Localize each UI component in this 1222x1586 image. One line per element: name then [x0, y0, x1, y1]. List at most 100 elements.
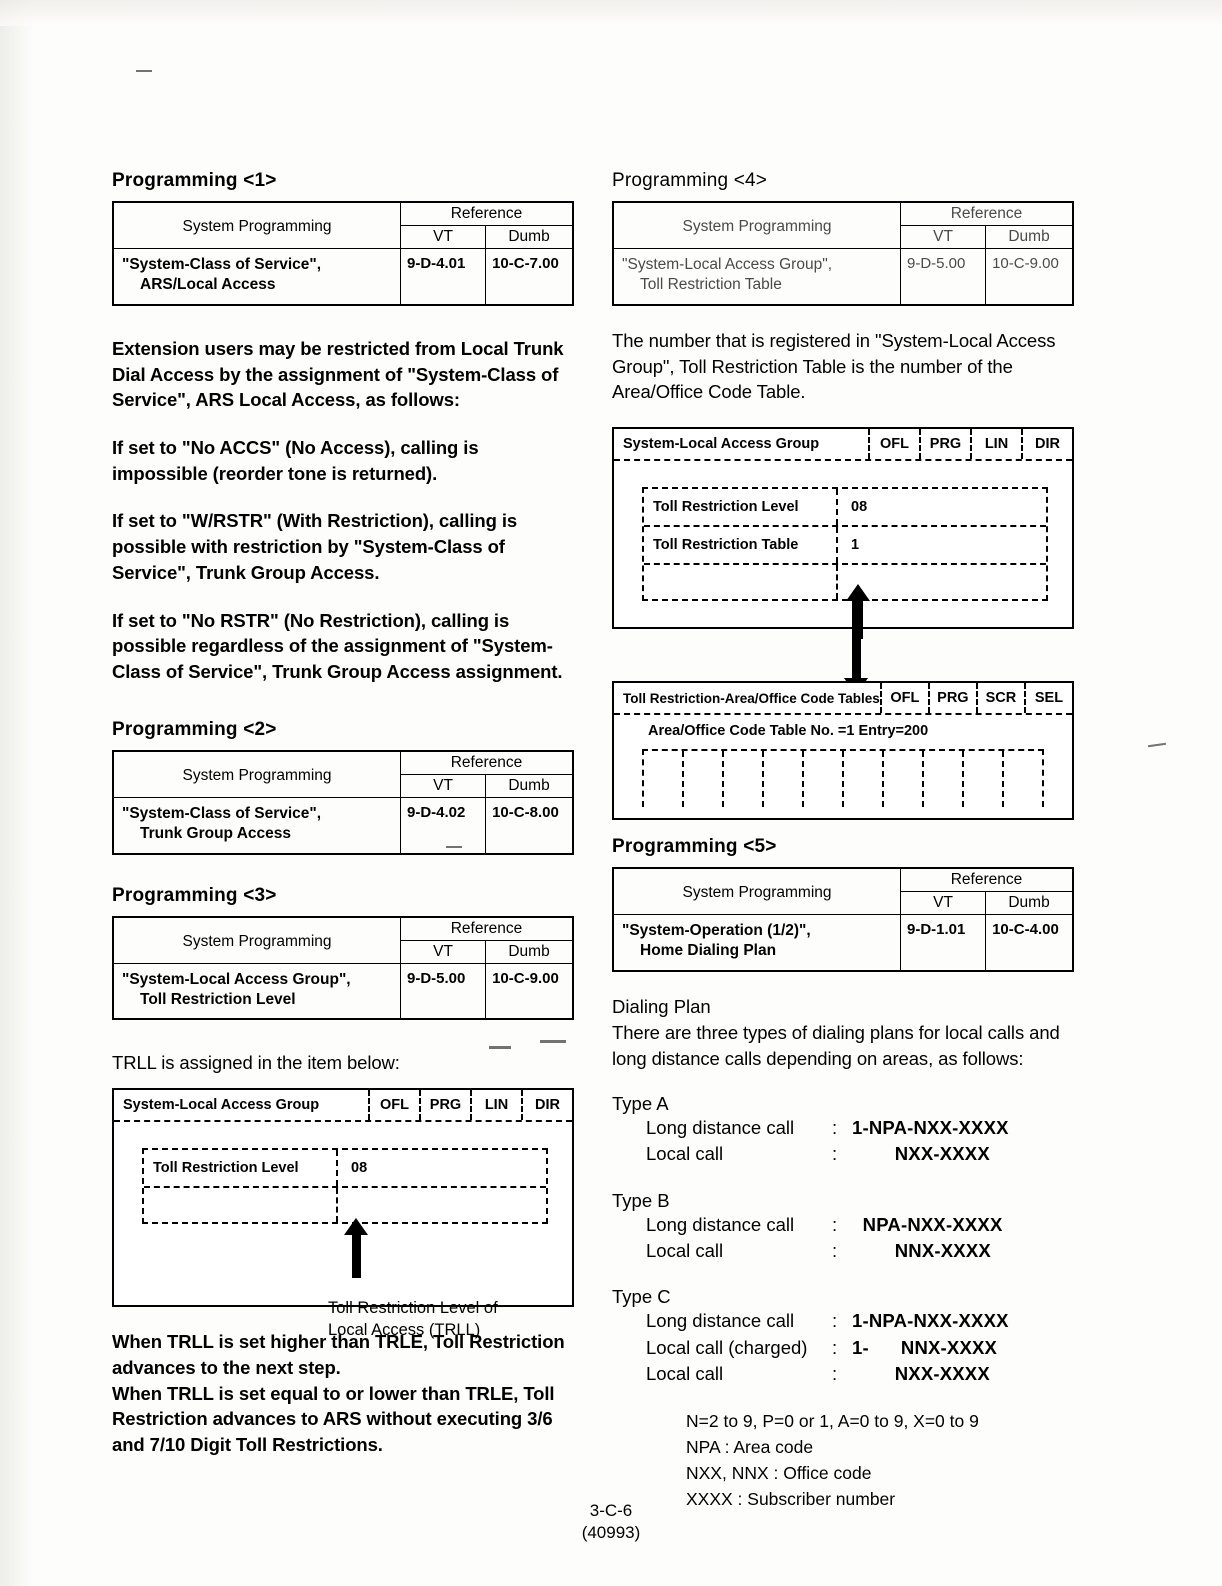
grid-cell	[644, 751, 682, 807]
cell-line-1: "System-Local Access Group",	[622, 256, 832, 273]
paragraph-no-rstr: If set to "No RSTR" (No Restriction), ca…	[112, 609, 563, 682]
page-footer: 3-C-6 (40993)	[0, 1500, 1222, 1544]
cell-line-2: Toll Restriction Level	[140, 991, 296, 1008]
plan-row-value: 1-NPA-NXX-XXXX	[852, 1117, 1009, 1139]
cell-vt-value: 9-D-1.01	[899, 914, 987, 972]
plan-row: Local call : NXX-XXXX	[612, 1141, 1074, 1167]
code-entry-grid	[642, 749, 1044, 808]
diagram-row-label: Toll Restriction Level	[653, 499, 799, 516]
grid-cell	[722, 751, 762, 808]
plan-row-value: NPA-NXX-XXXX	[852, 1213, 1003, 1235]
cell-vt-value: 9-D-5.00	[399, 962, 487, 1020]
diagram-title: System-Local Access Group	[123, 1097, 320, 1114]
cell-dumb-value: 10-C-7.00	[485, 247, 574, 306]
plan-row: Long distance call : NPA-NXX-XXXX	[612, 1212, 1074, 1238]
cell-line-2: Toll Restriction Table	[640, 276, 782, 294]
plan-row-label: Long distance call	[646, 1310, 795, 1332]
diagram-col-lin: LIN	[470, 1090, 521, 1121]
diagram-col-dir: DIR	[521, 1090, 572, 1121]
diagram-header-row: System-Local Access Group OFL PRG LIN DI…	[614, 429, 1072, 462]
col-header-system-programming: System Programming	[612, 201, 901, 249]
cell-line-1: "System-Local Access Group",	[122, 970, 351, 988]
trll-diagram: System-Local Access Group OFL PRG LIN DI…	[112, 1088, 574, 1339]
diagram-col-prg: PRG	[927, 683, 976, 714]
cell-line-2: Home Dialing Plan	[640, 942, 777, 960]
diagram-col-lin: LIN	[970, 429, 1021, 460]
col-header-reference: Reference	[400, 750, 574, 775]
cell-line-1: "System-Class of Service",	[122, 804, 322, 822]
cell-vt-value: 9-D-4.02	[399, 796, 487, 855]
legend-line: XXXX : Subscriber number	[686, 1488, 896, 1509]
cell-dumb-value: 10-C-9.00	[485, 962, 574, 1020]
col-header-dumb: Dumb	[485, 939, 574, 964]
diagram-col-ofl: OFL	[879, 683, 928, 714]
table-row: System Programming Reference	[612, 201, 1074, 249]
programming-5-heading: Programming <5>	[612, 836, 777, 858]
scan-edge-shadow-top	[0, 0, 1222, 26]
diagram-row-toll-restriction-level: Toll Restriction Level 08	[144, 1150, 546, 1187]
table-row: System Programming Reference	[112, 750, 574, 798]
trll-caption-line-1: Toll Restriction Level of	[328, 1299, 498, 1318]
cell-system-programming: "System-Class of Service", Trunk Group A…	[112, 796, 401, 855]
legend-line: NXX, NNX : Office code	[686, 1462, 872, 1483]
diagram-body: Area/Office Code Table No. =1 Entry=200	[614, 715, 1072, 808]
programming-2-heading: Programming <2>	[112, 718, 277, 740]
col-header-reference: Reference	[900, 867, 1074, 893]
cell-vt-value: 9-D-4.01	[399, 247, 487, 306]
plan-row-colon: :	[832, 1117, 838, 1139]
diagram-inner-table: Toll Restriction Level 08 Toll Restricti…	[642, 487, 1048, 602]
cell-line-2: Trunk Group Access	[140, 825, 292, 843]
col-header-vt: VT	[899, 891, 987, 916]
plan-row-label: Long distance call	[646, 1117, 795, 1139]
diagram-row-value: 08	[836, 489, 1046, 526]
paragraph-registered-number: The number that is registered in "System…	[612, 329, 1056, 403]
scan-artifact	[489, 1046, 511, 1049]
grid-cell	[762, 751, 802, 808]
cell-system-programming: "System-Class of Service", ARS/Local Acc…	[112, 247, 401, 306]
plan-row: Local call : NNX-XXXX	[612, 1238, 1074, 1264]
diagram-row-toll-restriction-table: Toll Restriction Table 1	[644, 525, 1046, 564]
plan-row-value: 1-NPA-NXX-XXXX	[852, 1310, 1009, 1332]
right-column: Programming <4> System Programming Refer…	[612, 170, 1074, 1513]
diagram-connector	[612, 593, 1074, 696]
diagram-col-prg: PRG	[419, 1090, 470, 1121]
diagram-header-row: System-Local Access Group OFL PRG LIN DI…	[114, 1090, 572, 1123]
trll-intro-text: TRLL is assigned in the item below:	[112, 1052, 400, 1074]
plan-row: Long distance call : 1-NPA-NXX-XXXX	[612, 1308, 1074, 1334]
table-row: "System-Local Access Group", Toll Restri…	[612, 247, 1074, 306]
plan-row-value: NNX-XXXX	[852, 1240, 991, 1262]
legend-line: NPA : Area code	[686, 1436, 814, 1457]
scan-artifact	[1147, 742, 1167, 748]
table-row: System Programming Reference	[112, 916, 574, 964]
diagram-row-value: 08	[336, 1150, 546, 1187]
diagram-col-ofl: OFL	[368, 1090, 419, 1121]
table-row: VT Dumb	[613, 891, 1074, 916]
plan-row-colon: :	[832, 1240, 838, 1262]
plan-row-label: Local call	[646, 1143, 724, 1165]
diagram-col-dir: DIR	[1021, 429, 1072, 460]
grid-cell	[922, 751, 962, 808]
col-header-vt: VT	[399, 773, 487, 798]
col-header-vt: VT	[899, 225, 987, 249]
plan-row-colon: :	[832, 1143, 838, 1165]
diagram-row-value: 1	[836, 527, 1046, 564]
col-header-system-programming: System Programming	[112, 750, 401, 798]
diagram-col-ofl: OFL	[868, 429, 919, 460]
plan-row-label: Local call	[646, 1362, 724, 1384]
diagram-title: Toll Restriction-Area/Office Code Tables	[623, 690, 880, 706]
local-access-group-diagram: System-Local Access Group OFL PRG LIN DI…	[612, 427, 1074, 640]
programming-5-table: System Programming Reference VT Dumb "Sy…	[612, 867, 1074, 972]
table-row: System Programming Reference	[612, 867, 1074, 916]
page-number: 3-C-6	[589, 1501, 633, 1520]
col-header-vt: VT	[399, 225, 487, 249]
diagram-body: Toll Restriction Level 08 Toll Restricti…	[114, 1148, 572, 1339]
diagram-row-empty	[144, 1186, 546, 1223]
trll-caption: Toll Restriction Level of Local Access (…	[328, 1298, 498, 1342]
type-b-heading: Type B	[612, 1189, 670, 1211]
cell-vt-value: 9-D-5.00	[899, 247, 987, 306]
plan-row-colon: :	[832, 1213, 838, 1235]
programming-4-table: System Programming Reference VT Dumb "Sy…	[612, 201, 1074, 306]
dialing-plan-title: Dialing Plan	[612, 995, 711, 1017]
table-row: System Programming Reference	[112, 201, 574, 249]
cell-dumb-value: 10-C-4.00	[985, 914, 1074, 972]
